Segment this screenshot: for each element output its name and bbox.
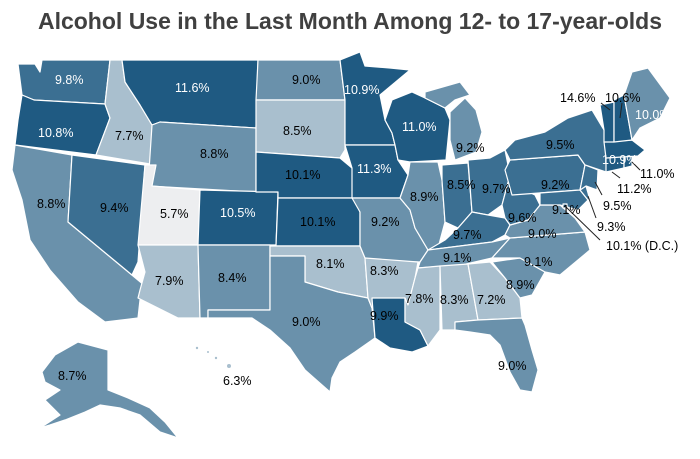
label-NY: 9.5% [546,138,575,152]
vt-leader-line [600,102,611,111]
label-NC: 9.1% [524,255,553,269]
label-IN: 8.5% [447,178,476,192]
label-IL: 8.9% [410,190,439,204]
state-TX[interactable] [207,255,376,393]
label-WI: 11.0% [402,120,437,134]
state-ME[interactable] [623,67,671,141]
state-NV[interactable] [67,154,146,276]
state-NJ[interactable] [579,164,599,191]
label-WV: 9.6% [508,211,537,225]
label-OK: 8.1% [316,257,345,271]
label-KS: 10.1% [300,215,335,229]
label-CO: 10.5% [220,206,255,220]
label-GA: 7.2% [477,293,506,307]
label-AR: 8.3% [370,264,399,278]
state-AK[interactable] [39,341,179,439]
label-MI: 9.2% [456,141,485,155]
label-TN: 9.1% [443,251,472,265]
label-WY: 8.8% [200,147,229,161]
state-VT[interactable] [599,101,615,143]
dc-leader-line [565,206,601,241]
label-IA: 11.3% [357,162,392,176]
label-MS: 7.8% [405,292,434,306]
label-HI: 6.3% [223,374,252,388]
label-AL: 8.3% [440,293,469,307]
label-KY: 9.7% [453,228,482,242]
label-NM: 8.4% [218,271,247,285]
label-OH: 9.7% [482,182,511,196]
label-VT: 14.6% [560,91,595,105]
label-DE: 9.3% [597,220,626,234]
nh-leader-line [619,102,623,119]
state-WY[interactable] [147,121,257,193]
label-PA: 9.2% [541,178,570,192]
de-leader-line [587,195,597,219]
map-title: Alcohol Use in the Last Month Among 12- … [37,8,663,34]
label-NJ: 9.5% [603,199,632,213]
label-ID: 7.7% [115,129,144,143]
state-HI[interactable] [194,345,233,370]
label-AZ: 7.9% [155,274,184,288]
state-MN[interactable] [339,51,411,146]
label-AK: 8.7% [58,369,87,383]
label-FL: 9.0% [498,359,527,373]
state-SD[interactable] [255,99,346,159]
state-KY[interactable] [427,211,511,251]
label-LA: 9.9% [370,309,399,323]
label-NH: 10.6% [605,91,640,105]
label-UT: 5.7% [160,207,189,221]
ct-leader-line [611,171,621,179]
label-MT: 11.6% [175,81,210,95]
label-RI: 11.0% [640,167,675,181]
label-CA: 8.8% [37,197,66,211]
label-MO: 9.2% [371,215,400,229]
label-ME: 10.0% [635,108,670,122]
state-MS[interactable] [404,265,441,347]
label-NE: 10.1% [285,168,320,182]
label-SD: 8.5% [283,124,312,138]
label-MD: 9.1% [552,203,581,217]
state-OR[interactable] [14,94,111,156]
label-CT: 11.2% [617,182,652,196]
label-SC: 8.9% [506,278,535,292]
label-MA: 10.9% [602,153,637,167]
label-DC: 10.1% (D.C.) [606,239,678,253]
state-MI[interactable] [424,81,483,161]
label-VA: 9.0% [528,227,557,241]
ri-leader-line [631,161,641,171]
label-NV: 9.4% [100,201,129,215]
label-WA: 9.8% [55,73,84,87]
label-TX: 9.0% [292,315,321,329]
state-FL[interactable] [454,317,539,393]
label-MN: 10.9% [344,83,379,97]
state-WI[interactable] [384,91,451,163]
label-OR: 10.8% [38,126,73,140]
label-ND: 9.0% [292,73,321,87]
nj-leader-line [594,181,603,196]
